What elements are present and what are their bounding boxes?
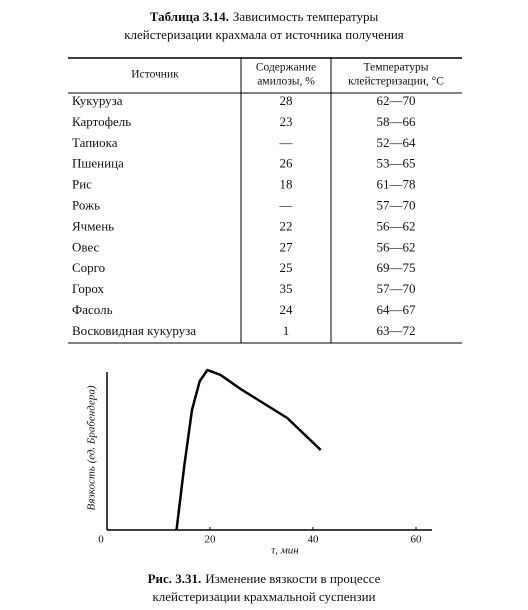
caption-text: Зависимость температуры	[233, 9, 379, 24]
table-cell: Фасоль	[72, 302, 113, 317]
table-cell: Горох	[72, 281, 105, 296]
caption-text: Изменение вязкости в процессе	[205, 571, 380, 586]
table-cell: Картофель	[72, 114, 131, 129]
table-cell: 62—70	[377, 93, 416, 108]
table-cell: Рожь	[72, 197, 100, 212]
x-axis-label: τ, мин	[271, 545, 299, 557]
table-cell: 58—66	[377, 114, 417, 129]
figure-caption: Рис. 3.31. Изменение вязкости в процессе	[148, 571, 381, 586]
table-cell: Сорго	[72, 260, 105, 275]
table-cell: 24	[280, 302, 294, 317]
viscosity-curve	[175, 368, 322, 531]
table-cell: Пшеница	[72, 156, 124, 171]
table-cell: 35	[280, 281, 293, 296]
table-cell: Восковидная кукуруза	[72, 323, 196, 338]
column-header: клейстеризации, °С	[348, 76, 444, 88]
table-cell: 25	[280, 260, 293, 275]
x-tick-label: 60	[411, 534, 423, 546]
table-cell: —	[279, 135, 294, 150]
caption-text: клейстеризации крахмала от источника пол…	[124, 27, 404, 42]
caption-label: Таблица 3.14.	[150, 9, 229, 24]
table-cell: 26	[280, 156, 294, 171]
table-cell: 64—67	[377, 302, 417, 317]
table-cell: Кукуруза	[72, 93, 123, 108]
table-cell: 27	[280, 239, 294, 254]
y-axis-label: Вязкость (ед. Брабендера)	[86, 385, 98, 510]
table-cell: 57—70	[377, 197, 416, 212]
column-header: Температуры	[364, 62, 429, 74]
table-cell: 63—72	[377, 323, 416, 338]
x-tick-label: 40	[308, 534, 320, 546]
table-cell: 52—64	[377, 135, 417, 150]
table-cell: Тапиока	[72, 135, 118, 150]
table-cell: 56—62	[377, 239, 416, 254]
table-cell: Рис	[72, 177, 92, 192]
table-cell: 56—62	[377, 218, 416, 233]
table-cell: 28	[280, 93, 293, 108]
column-header: Содержание	[256, 62, 316, 74]
x-tick-label: 0	[98, 534, 104, 546]
table-cell: 23	[280, 114, 293, 129]
table-cell: Ячмень	[72, 218, 114, 233]
table-cell: 61—78	[377, 177, 416, 192]
table-caption: Таблица 3.14. Зависимость температуры	[150, 9, 379, 24]
column-header: Источник	[131, 69, 179, 81]
caption-label: Рис. 3.31.	[148, 571, 202, 586]
table-cell: 69—75	[377, 260, 416, 275]
column-header: амилозы, %	[257, 76, 315, 88]
table-cell: 18	[280, 177, 293, 192]
table-cell: Овес	[72, 239, 100, 254]
caption-text: клейстеризации крахмальной суспензии	[152, 589, 375, 604]
table-cell: —	[279, 197, 294, 212]
table-cell: 22	[280, 218, 293, 233]
table-cell: 57—70	[377, 281, 416, 296]
table-cell: 53—65	[377, 156, 416, 171]
x-tick-label: 20	[205, 534, 217, 546]
table-cell: 1	[283, 323, 290, 338]
